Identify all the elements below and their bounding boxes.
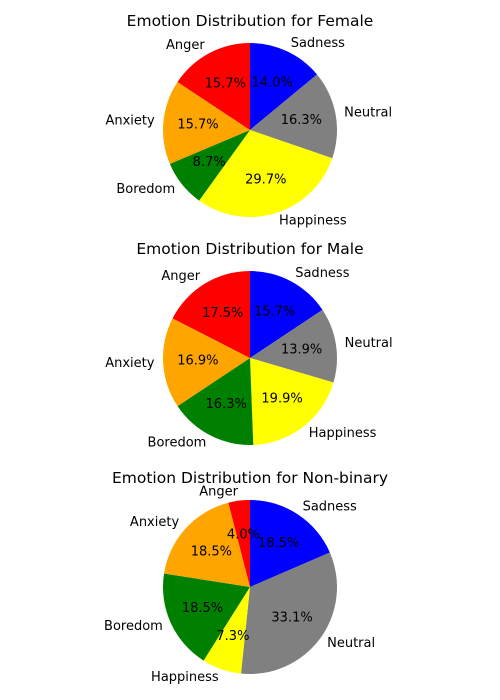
slice-label-neutral: Neutral — [345, 336, 393, 351]
chart-title: Emotion Distribution for Non-binary — [112, 469, 388, 487]
pie-slice-anxiety — [164, 502, 250, 587]
slice-value-neutral: 13.9% — [281, 343, 322, 358]
pie-slice-anxiety — [162, 81, 250, 164]
pie-slice-neutral — [240, 552, 337, 674]
pie-slice-sadness — [250, 271, 323, 358]
pie-chart-non-binary: Emotion Distribution for Non-binary Sadn… — [104, 469, 388, 685]
slice-label-anxiety: Anxiety — [130, 515, 180, 530]
slice-value-neutral: 33.1% — [271, 610, 312, 625]
slice-value-boredom: 16.3% — [206, 397, 247, 412]
slice-label-sadness: Sadness — [295, 266, 349, 281]
slice-value-anxiety: 18.5% — [191, 544, 232, 559]
slice-label-sadness: Sadness — [291, 36, 345, 51]
slice-label-happiness: Happiness — [151, 670, 219, 685]
pie-slice-boredom — [169, 130, 250, 201]
pie-slice-neutral — [250, 74, 337, 159]
slice-value-boredom: 18.5% — [182, 601, 223, 616]
pie-slice-anger — [228, 500, 250, 587]
slice-value-anger: 15.7% — [205, 77, 246, 92]
slice-value-anxiety: 16.9% — [177, 353, 218, 368]
pie-slice-happiness — [203, 587, 250, 674]
slice-label-happiness: Happiness — [279, 214, 347, 229]
pie-slice-sadness — [250, 43, 317, 130]
slice-label-boredom: Boredom — [116, 182, 175, 197]
slice-value-anger: 4.0% — [227, 528, 260, 543]
pie-slice-happiness — [199, 130, 333, 217]
slice-value-happiness: 29.7% — [245, 172, 286, 187]
slice-value-sadness: 14.0% — [252, 75, 293, 90]
slice-label-neutral: Neutral — [344, 105, 392, 120]
slice-label-anger: Anger — [161, 269, 200, 284]
slice-value-neutral: 16.3% — [281, 113, 322, 128]
slice-value-happiness: 19.9% — [261, 392, 302, 407]
pie-chart-female: Emotion Distribution for Female Sadness 1… — [105, 12, 392, 229]
slice-label-neutral: Neutral — [327, 636, 375, 651]
pie-slice-neutral — [250, 309, 337, 383]
slice-label-sadness: Sadness — [303, 500, 357, 515]
slice-value-sadness: 18.5% — [258, 536, 299, 551]
slice-label-boredom: Boredom — [104, 619, 163, 634]
pie-slice-happiness — [250, 358, 334, 445]
slice-value-anxiety: 15.7% — [177, 118, 218, 133]
pie-slice-anger — [172, 271, 250, 358]
slice-label-anger: Anger — [199, 485, 238, 500]
chart-title: Emotion Distribution for Female — [127, 12, 374, 30]
slice-label-boredom: Boredom — [148, 436, 207, 451]
slice-label-anxiety: Anxiety — [105, 114, 155, 129]
pie-slice-anxiety — [162, 318, 250, 407]
slice-label-happiness: Happiness — [309, 426, 377, 441]
pie-slice-boredom — [162, 573, 250, 661]
slice-label-anxiety: Anxiety — [105, 356, 155, 371]
slice-value-happiness: 7.3% — [216, 629, 249, 644]
slice-value-sadness: 15.7% — [254, 305, 295, 320]
pie-slice-sadness — [250, 500, 330, 587]
slice-label-anger: Anger — [166, 38, 205, 53]
pie-slice-anger — [177, 43, 250, 130]
slice-value-anger: 17.5% — [202, 306, 243, 321]
pie-chart-male: Emotion Distribution for Male Sadness 15.… — [105, 240, 392, 451]
pie-slice-boredom — [177, 358, 254, 446]
chart-title: Emotion Distribution for Male — [136, 240, 363, 258]
slice-value-boredom: 8.7% — [193, 155, 226, 170]
